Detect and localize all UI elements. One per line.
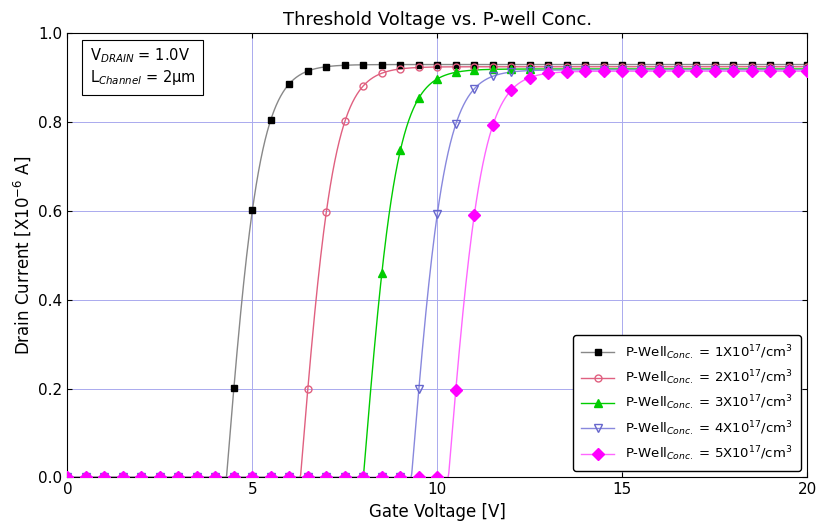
- Legend: P-Well$_{Conc.}$ = 1X10$^{17}$/cm$^3$, P-Well$_{Conc.}$ = 2X10$^{17}$/cm$^3$, P-: P-Well$_{Conc.}$ = 1X10$^{17}$/cm$^3$, P…: [573, 335, 800, 471]
- Text: V$_{DRAIN}$ = 1.0V
L$_{Channel}$ = 2μm: V$_{DRAIN}$ = 1.0V L$_{Channel}$ = 2μm: [89, 47, 195, 87]
- Y-axis label: Drain Current [X10$^{-6}$ A]: Drain Current [X10$^{-6}$ A]: [11, 156, 33, 355]
- Title: Threshold Voltage vs. P-well Conc.: Threshold Voltage vs. P-well Conc.: [283, 11, 591, 29]
- X-axis label: Gate Voltage [V]: Gate Voltage [V]: [369, 503, 505, 521]
